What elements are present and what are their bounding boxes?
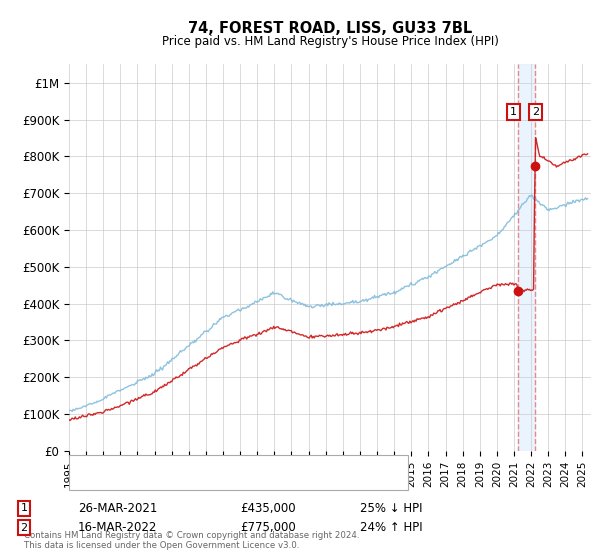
Text: 24% ↑ HPI: 24% ↑ HPI [360, 521, 422, 534]
Text: HPI: Average price, detached house, East Hampshire: HPI: Average price, detached house, East… [102, 475, 391, 486]
Text: Contains HM Land Registry data © Crown copyright and database right 2024.
This d: Contains HM Land Registry data © Crown c… [24, 530, 359, 550]
Text: 2: 2 [532, 108, 539, 117]
Text: 74, FOREST ROAD, LISS, GU33 7BL: 74, FOREST ROAD, LISS, GU33 7BL [188, 21, 472, 36]
Text: ——: —— [75, 458, 107, 472]
Text: Price paid vs. HM Land Registry's House Price Index (HPI): Price paid vs. HM Land Registry's House … [161, 35, 499, 48]
Text: ——: —— [75, 473, 107, 487]
Text: 74, FOREST ROAD, LISS, GU33 7BL (detached house): 74, FOREST ROAD, LISS, GU33 7BL (detache… [102, 460, 392, 470]
Text: 1: 1 [510, 108, 517, 117]
Text: 2: 2 [20, 522, 28, 533]
Text: 16-MAR-2022: 16-MAR-2022 [78, 521, 157, 534]
Text: £775,000: £775,000 [240, 521, 296, 534]
Bar [518, 64, 535, 451]
Text: £435,000: £435,000 [240, 502, 296, 515]
Text: 25% ↓ HPI: 25% ↓ HPI [360, 502, 422, 515]
Text: 1: 1 [20, 503, 28, 514]
Text: 26-MAR-2021: 26-MAR-2021 [78, 502, 157, 515]
